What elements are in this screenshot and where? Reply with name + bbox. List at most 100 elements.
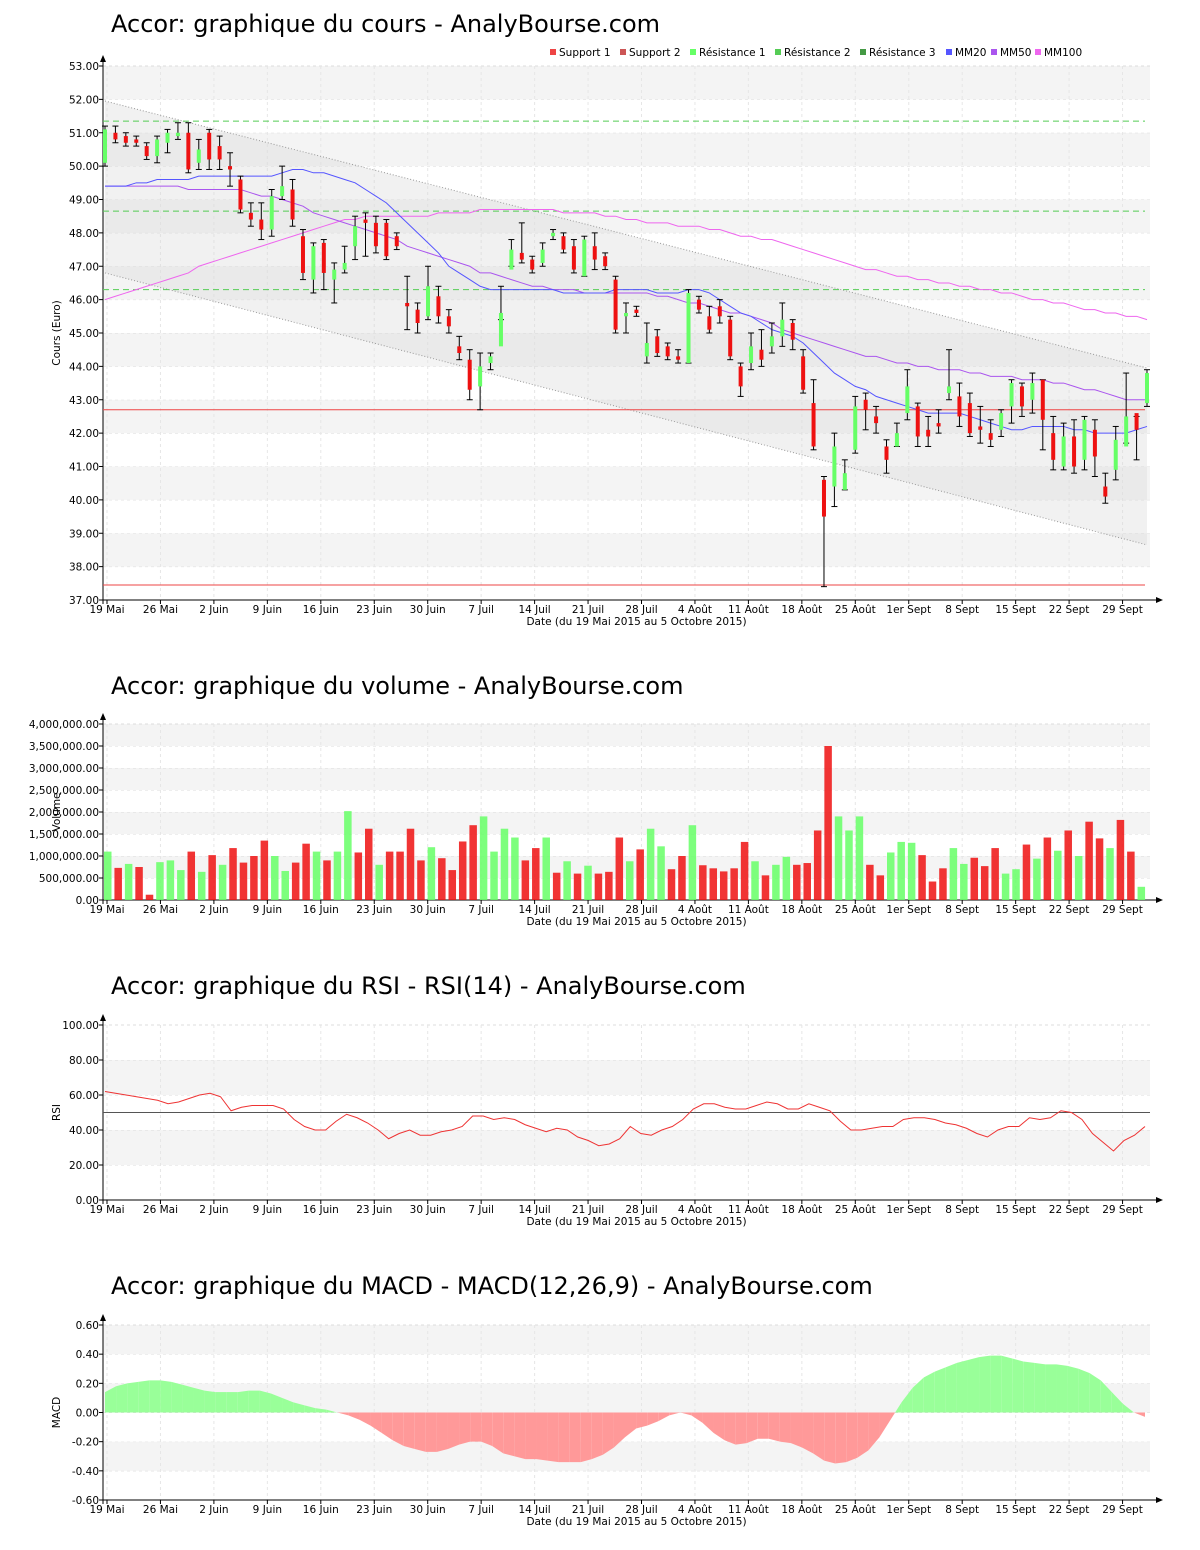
volume-bar	[667, 869, 676, 900]
macd-area-segment	[392, 1412, 404, 1447]
volume-bar	[605, 871, 613, 900]
macd-x-tick-label: 15 Sept	[995, 1504, 1036, 1516]
volume-bar	[740, 841, 749, 900]
macd-area-segment	[315, 1408, 327, 1413]
volume-bar	[1012, 869, 1020, 900]
candle-body	[780, 319, 785, 337]
macd-area-segment	[713, 1412, 725, 1441]
volume-bar	[438, 858, 446, 900]
macd-area-segment	[337, 1412, 349, 1416]
rsi-line	[104, 1091, 1146, 1152]
macd-area-segment	[1067, 1365, 1079, 1413]
price-x-tick-label: 30 Juin	[410, 604, 446, 616]
candle-body	[707, 316, 712, 330]
volume-bar	[1022, 844, 1031, 900]
volume-bar	[1064, 830, 1072, 900]
candle-body	[373, 222, 378, 247]
legend-label-1: Support 1	[559, 47, 611, 59]
volume-bar	[271, 856, 279, 900]
candle-body	[686, 292, 691, 364]
macd-area-segment	[237, 1390, 249, 1413]
candle-body	[269, 196, 274, 230]
volume-bar	[918, 855, 926, 900]
macd-area-segment	[1056, 1364, 1068, 1413]
macd-area-segment	[857, 1412, 869, 1458]
price-band	[103, 433, 1150, 467]
price-y-tick-label: 48.00	[69, 228, 99, 240]
volume-bar	[772, 864, 780, 900]
volume-bar	[803, 863, 811, 900]
price-x-tick-label: 26 Mai	[143, 604, 178, 616]
candle-body	[769, 336, 774, 347]
macd-area-segment	[1111, 1392, 1123, 1413]
macd-x-tick-label: 29 Sept	[1102, 1504, 1143, 1516]
volume-bar	[688, 825, 697, 900]
candle-body	[415, 309, 420, 323]
price-x-tick-label: 21 Juil	[572, 604, 604, 616]
rsi-x-tick-label: 30 Juin	[410, 1204, 446, 1216]
rsi-x-tick-label: 23 Juin	[356, 1204, 392, 1216]
volume-bar	[521, 860, 530, 900]
candle-body	[426, 286, 431, 317]
candle-body	[978, 426, 983, 430]
rsi-y-arrow	[100, 1014, 106, 1021]
price-y-tick-label: 44.00	[69, 361, 99, 373]
volume-band	[103, 768, 1150, 790]
candle-body	[280, 186, 285, 197]
volume-bar	[636, 849, 644, 900]
macd-area-segment	[492, 1412, 504, 1454]
rsi-x-tick-label: 9 Juin	[253, 1204, 282, 1216]
candle-body	[394, 236, 399, 247]
macd-area-segment	[160, 1380, 172, 1413]
candle-body	[696, 299, 701, 310]
rsi-band	[103, 1025, 1150, 1060]
candle-body	[842, 473, 847, 490]
volume-y-axis-label: Volume	[51, 792, 63, 831]
candle-body	[988, 433, 993, 440]
price-y-tick-label: 46.00	[69, 295, 99, 307]
macd-area-segment	[381, 1412, 393, 1441]
macd-area-segment	[270, 1393, 283, 1413]
price-x-tick-label: 9 Juin	[253, 604, 282, 616]
candle-body	[676, 356, 681, 360]
macd-y-tick-label: 0.60	[76, 1320, 99, 1332]
rsi-x-tick-label: 1er Sept	[886, 1204, 931, 1216]
volume-bar	[678, 856, 686, 900]
volume-y-tick-label: 2,500,000.00	[29, 785, 99, 797]
candle-body	[384, 222, 389, 257]
candle-body	[884, 446, 889, 460]
macd-area-segment	[669, 1412, 681, 1416]
candle-body	[1113, 439, 1118, 470]
candle-body	[915, 406, 920, 437]
volume-bar	[709, 868, 718, 900]
volume-x-tick-label: 14 Juil	[518, 904, 550, 916]
candle-body	[926, 429, 931, 437]
macd-area-segment	[934, 1367, 946, 1413]
price-band	[103, 333, 1150, 367]
volume-bar	[1074, 856, 1083, 900]
macd-area-segment	[514, 1412, 526, 1460]
legend-label-4: Résistance 2	[784, 47, 851, 59]
macd-area-segment	[459, 1412, 471, 1445]
rsi-x-tick-label: 7 Juil	[468, 1204, 494, 1216]
price-band	[103, 566, 1150, 600]
candle-body	[175, 132, 180, 137]
macd-area-segment	[171, 1381, 183, 1413]
legend-swatch	[620, 49, 626, 55]
price-x-tick-label: 29 Sept	[1102, 604, 1143, 616]
macd-x-tick-label: 9 Juin	[253, 1504, 282, 1516]
macd-area-segment	[1001, 1355, 1013, 1413]
price-y-arrow	[100, 55, 106, 62]
price-y-tick-label: 51.00	[69, 128, 99, 140]
candle-body	[790, 322, 795, 340]
rsi-x-tick-label: 8 Sept	[945, 1204, 979, 1216]
rsi-band	[103, 1060, 1150, 1095]
volume-bar	[699, 865, 707, 900]
volume-x-tick-label: 4 Août	[678, 904, 712, 916]
candle-body	[540, 249, 545, 263]
legend-swatch	[991, 49, 997, 55]
price-band	[103, 266, 1150, 300]
macd-area-segment	[945, 1362, 957, 1413]
legend-swatch	[860, 49, 866, 55]
volume-x-tick-label: 7 Juil	[468, 904, 494, 916]
